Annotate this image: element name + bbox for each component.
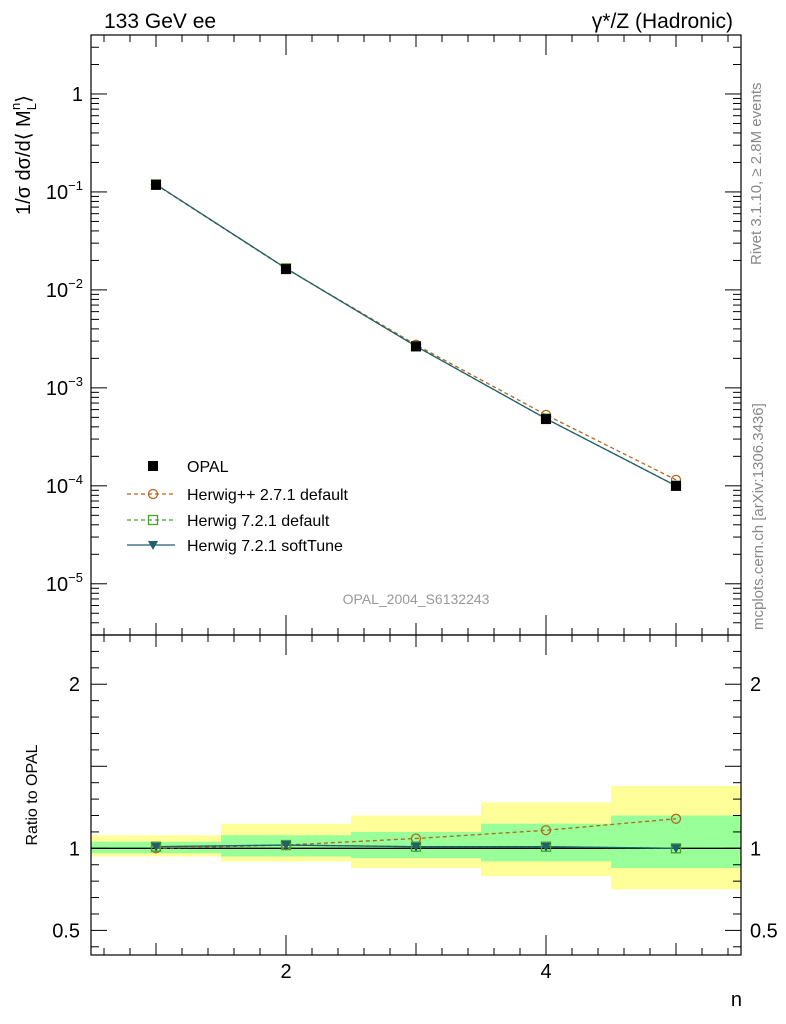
- data-point-marker: [541, 414, 551, 425]
- legend-label: Herwig 7.2.1 softTune: [187, 538, 343, 555]
- data-point-marker: [151, 179, 161, 190]
- main-y-tick-label: 10−4: [46, 472, 83, 498]
- legend: OPAL Herwig++ 2.7.1 default Herwig 7.2.1 d…: [127, 459, 349, 555]
- data-point-marker: [411, 341, 421, 352]
- herwigpp-point-marker: [147, 488, 159, 500]
- legend-label: OPAL: [187, 459, 229, 476]
- ratio-series-group: [150, 813, 682, 854]
- x-tick-label: 2: [280, 961, 291, 983]
- herwig-softtune-point-marker: [148, 541, 158, 550]
- main-y-axis-label: 1/σ dσ/d⟨ MLn⟩: [8, 95, 39, 215]
- axes-group: 1 10−1 10−2 10−3 10−4 10−5 2 2 1 1 0.5 0.5 2 4: [46, 34, 778, 983]
- x-tick-label: 4: [540, 961, 551, 983]
- ratio-band-inner: [611, 815, 741, 869]
- ratio-y-axis-label: Ratio to OPAL: [24, 744, 41, 845]
- herwig-softtune-point-marker: [411, 842, 421, 852]
- chart-left-title: 133 GeV ee: [104, 10, 216, 33]
- herwig-softtune-point-marker: [671, 844, 681, 854]
- data-point-marker: [281, 264, 291, 275]
- ratio-y-tick-label-left: 0.5: [52, 920, 80, 942]
- ratio-y-tick-label-right: 0.5: [750, 920, 778, 942]
- mcplots-reference-text: mcplots.cern.ch [arXiv:1306.3436]: [750, 403, 767, 630]
- main-y-tick-label: 10−2: [46, 276, 83, 302]
- main-y-tick-label: 10−5: [46, 570, 83, 596]
- legend-label: Herwig 7.2.1 default: [187, 513, 330, 530]
- ratio-y-tick-label-right: 2: [750, 674, 761, 696]
- herwig-softtune-point-marker: [281, 841, 291, 851]
- ratio-y-tick-label-right: 1: [750, 838, 761, 860]
- ratio-y-tick-label-left: 1: [69, 838, 80, 860]
- legend-label: Herwig++ 2.7.1 default: [187, 487, 349, 504]
- herwig-softtune-point-marker: [151, 842, 161, 852]
- main-y-tick-label: 1: [72, 84, 83, 106]
- herwig-default-point-marker: [147, 514, 159, 526]
- herwig-softtune-point-marker: [541, 842, 551, 852]
- data-point-marker: [671, 480, 681, 491]
- ratio-y-tick-label-left: 2: [69, 674, 80, 696]
- main-y-tick-label: 10−3: [46, 374, 83, 400]
- main-series-group: [150, 179, 682, 491]
- chart-right-title: γ*/Z (Hadronic): [592, 10, 733, 33]
- analysis-label: OPAL_2004_S6132243: [343, 591, 490, 607]
- svg-text:1/σ dσ/d⟨ MLn⟩: 1/σ dσ/d⟨ MLn⟩: [8, 95, 39, 215]
- data-point-marker: [148, 461, 158, 471]
- main-y-tick-label: 10−1: [46, 178, 83, 204]
- x-axis-label: n: [731, 989, 742, 1011]
- ratio-uncertainty-bands: [91, 785, 741, 890]
- herwigpp-point-marker: [670, 813, 682, 824]
- main-series-line: [155, 184, 677, 481]
- herwigpp-point-marker: [540, 825, 552, 836]
- rivet-version-text: Rivet 3.1.10, ≥ 2.8M events: [748, 83, 765, 266]
